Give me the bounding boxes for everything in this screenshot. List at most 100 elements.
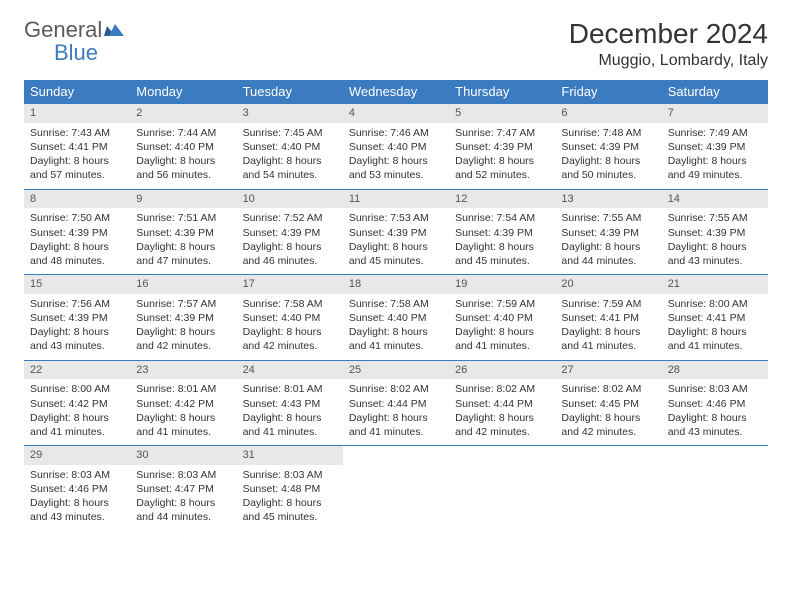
logo: GeneralBlue: [24, 18, 126, 64]
day-header: Thursday: [449, 80, 555, 104]
day-content: Sunrise: 8:00 AMSunset: 4:42 PMDaylight:…: [24, 379, 130, 445]
day-number: 17: [237, 275, 343, 294]
day-content: Sunrise: 7:58 AMSunset: 4:40 PMDaylight:…: [237, 294, 343, 360]
day-content: Sunrise: 7:49 AMSunset: 4:39 PMDaylight:…: [662, 123, 768, 189]
day-content: Sunrise: 8:03 AMSunset: 4:47 PMDaylight:…: [130, 465, 236, 531]
day-content: Sunrise: 7:46 AMSunset: 4:40 PMDaylight:…: [343, 123, 449, 189]
day-number: 20: [555, 275, 661, 294]
day-number: 25: [343, 361, 449, 380]
day-number: 27: [555, 361, 661, 380]
day-number: 23: [130, 361, 236, 380]
calendar-cell: 26Sunrise: 8:02 AMSunset: 4:44 PMDayligh…: [449, 360, 555, 446]
calendar-cell: 29Sunrise: 8:03 AMSunset: 4:46 PMDayligh…: [24, 446, 130, 531]
day-number: 3: [237, 104, 343, 123]
calendar-cell: 28Sunrise: 8:03 AMSunset: 4:46 PMDayligh…: [662, 360, 768, 446]
calendar-cell: 25Sunrise: 8:02 AMSunset: 4:44 PMDayligh…: [343, 360, 449, 446]
day-number: 21: [662, 275, 768, 294]
calendar-cell: 15Sunrise: 7:56 AMSunset: 4:39 PMDayligh…: [24, 275, 130, 361]
day-content: Sunrise: 7:56 AMSunset: 4:39 PMDaylight:…: [24, 294, 130, 360]
empty-cell: [343, 446, 449, 531]
day-content: Sunrise: 7:48 AMSunset: 4:39 PMDaylight:…: [555, 123, 661, 189]
day-number: 26: [449, 361, 555, 380]
day-content: Sunrise: 7:54 AMSunset: 4:39 PMDaylight:…: [449, 208, 555, 274]
day-content: Sunrise: 7:59 AMSunset: 4:41 PMDaylight:…: [555, 294, 661, 360]
day-content: Sunrise: 8:03 AMSunset: 4:46 PMDaylight:…: [662, 379, 768, 445]
day-content: Sunrise: 7:58 AMSunset: 4:40 PMDaylight:…: [343, 294, 449, 360]
day-content: Sunrise: 7:57 AMSunset: 4:39 PMDaylight:…: [130, 294, 236, 360]
calendar-cell: 14Sunrise: 7:55 AMSunset: 4:39 PMDayligh…: [662, 189, 768, 275]
calendar-cell: 18Sunrise: 7:58 AMSunset: 4:40 PMDayligh…: [343, 275, 449, 361]
calendar-cell: 9Sunrise: 7:51 AMSunset: 4:39 PMDaylight…: [130, 189, 236, 275]
day-content: Sunrise: 7:52 AMSunset: 4:39 PMDaylight:…: [237, 208, 343, 274]
calendar-cell: 17Sunrise: 7:58 AMSunset: 4:40 PMDayligh…: [237, 275, 343, 361]
day-content: Sunrise: 8:01 AMSunset: 4:43 PMDaylight:…: [237, 379, 343, 445]
day-number: 5: [449, 104, 555, 123]
day-content: Sunrise: 7:55 AMSunset: 4:39 PMDaylight:…: [555, 208, 661, 274]
day-header-row: SundayMondayTuesdayWednesdayThursdayFrid…: [24, 80, 768, 104]
day-header: Sunday: [24, 80, 130, 104]
day-number: 13: [555, 190, 661, 209]
day-header: Friday: [555, 80, 661, 104]
calendar-cell: 16Sunrise: 7:57 AMSunset: 4:39 PMDayligh…: [130, 275, 236, 361]
calendar-cell: 5Sunrise: 7:47 AMSunset: 4:39 PMDaylight…: [449, 104, 555, 190]
day-content: Sunrise: 7:45 AMSunset: 4:40 PMDaylight:…: [237, 123, 343, 189]
day-content: Sunrise: 7:50 AMSunset: 4:39 PMDaylight:…: [24, 208, 130, 274]
day-content: Sunrise: 7:43 AMSunset: 4:41 PMDaylight:…: [24, 123, 130, 189]
empty-cell: [449, 446, 555, 531]
day-number: 12: [449, 190, 555, 209]
page-title: December 2024: [569, 18, 768, 50]
day-number: 29: [24, 446, 130, 465]
day-header: Monday: [130, 80, 236, 104]
calendar-cell: 1Sunrise: 7:43 AMSunset: 4:41 PMDaylight…: [24, 104, 130, 190]
day-header: Wednesday: [343, 80, 449, 104]
calendar-cell: 21Sunrise: 8:00 AMSunset: 4:41 PMDayligh…: [662, 275, 768, 361]
calendar-cell: 4Sunrise: 7:46 AMSunset: 4:40 PMDaylight…: [343, 104, 449, 190]
logo-text-general: General: [24, 17, 102, 42]
day-number: 15: [24, 275, 130, 294]
day-content: Sunrise: 7:55 AMSunset: 4:39 PMDaylight:…: [662, 208, 768, 274]
page-header: GeneralBlue December 2024 Muggio, Lombar…: [24, 18, 768, 70]
empty-cell: [662, 446, 768, 531]
day-number: 2: [130, 104, 236, 123]
day-number: 24: [237, 361, 343, 380]
calendar-cell: 24Sunrise: 8:01 AMSunset: 4:43 PMDayligh…: [237, 360, 343, 446]
calendar-body: 1Sunrise: 7:43 AMSunset: 4:41 PMDaylight…: [24, 104, 768, 531]
day-content: Sunrise: 8:03 AMSunset: 4:48 PMDaylight:…: [237, 465, 343, 531]
day-number: 19: [449, 275, 555, 294]
day-number: 8: [24, 190, 130, 209]
day-number: 22: [24, 361, 130, 380]
day-number: 31: [237, 446, 343, 465]
day-number: 28: [662, 361, 768, 380]
day-number: 30: [130, 446, 236, 465]
calendar-table: SundayMondayTuesdayWednesdayThursdayFrid…: [24, 80, 768, 531]
day-number: 4: [343, 104, 449, 123]
day-header: Tuesday: [237, 80, 343, 104]
calendar-cell: 12Sunrise: 7:54 AMSunset: 4:39 PMDayligh…: [449, 189, 555, 275]
calendar-cell: 13Sunrise: 7:55 AMSunset: 4:39 PMDayligh…: [555, 189, 661, 275]
calendar-cell: 6Sunrise: 7:48 AMSunset: 4:39 PMDaylight…: [555, 104, 661, 190]
day-number: 1: [24, 104, 130, 123]
day-number: 14: [662, 190, 768, 209]
day-content: Sunrise: 8:00 AMSunset: 4:41 PMDaylight:…: [662, 294, 768, 360]
calendar-cell: 19Sunrise: 7:59 AMSunset: 4:40 PMDayligh…: [449, 275, 555, 361]
calendar-cell: 11Sunrise: 7:53 AMSunset: 4:39 PMDayligh…: [343, 189, 449, 275]
day-content: Sunrise: 8:02 AMSunset: 4:44 PMDaylight:…: [343, 379, 449, 445]
day-content: Sunrise: 7:53 AMSunset: 4:39 PMDaylight:…: [343, 208, 449, 274]
calendar-cell: 2Sunrise: 7:44 AMSunset: 4:40 PMDaylight…: [130, 104, 236, 190]
day-number: 18: [343, 275, 449, 294]
day-content: Sunrise: 7:51 AMSunset: 4:39 PMDaylight:…: [130, 208, 236, 274]
day-number: 10: [237, 190, 343, 209]
day-content: Sunrise: 8:02 AMSunset: 4:45 PMDaylight:…: [555, 379, 661, 445]
calendar-cell: 7Sunrise: 7:49 AMSunset: 4:39 PMDaylight…: [662, 104, 768, 190]
logo-flag-icon: [104, 18, 126, 41]
day-content: Sunrise: 7:59 AMSunset: 4:40 PMDaylight:…: [449, 294, 555, 360]
calendar-cell: 22Sunrise: 8:00 AMSunset: 4:42 PMDayligh…: [24, 360, 130, 446]
calendar-cell: 10Sunrise: 7:52 AMSunset: 4:39 PMDayligh…: [237, 189, 343, 275]
day-content: Sunrise: 8:01 AMSunset: 4:42 PMDaylight:…: [130, 379, 236, 445]
day-number: 11: [343, 190, 449, 209]
day-number: 6: [555, 104, 661, 123]
logo-text-blue: Blue: [54, 40, 98, 65]
calendar-cell: 23Sunrise: 8:01 AMSunset: 4:42 PMDayligh…: [130, 360, 236, 446]
calendar-cell: 31Sunrise: 8:03 AMSunset: 4:48 PMDayligh…: [237, 446, 343, 531]
calendar-cell: 27Sunrise: 8:02 AMSunset: 4:45 PMDayligh…: [555, 360, 661, 446]
